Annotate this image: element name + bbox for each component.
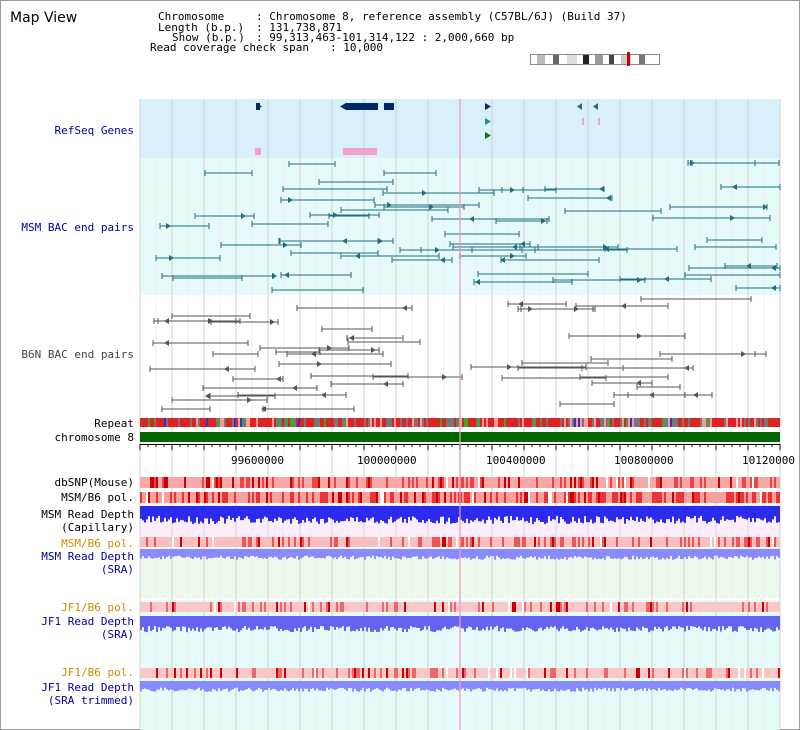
axis-tick-label: 100800000: [614, 454, 674, 467]
length-value: : 131,738,871: [256, 21, 343, 34]
chromosome-value: : Chromosome 8, reference assembly (C57B…: [256, 10, 627, 23]
track-label-jf1-read-depth-trim[interactable]: JF1 Read Depth: [41, 681, 134, 694]
track-label-msm-read-depth-sra[interactable]: MSM Read Depth: [41, 550, 134, 563]
axis-tick-label: 99600000: [231, 454, 284, 467]
msm-read-depth-capillary-bars: [140, 506, 142, 519]
page-title: Map View: [10, 10, 78, 26]
chromosome-ideogram[interactable]: [530, 52, 660, 66]
length-label: Length (b.p.): [158, 21, 245, 34]
chromosome-label: Chromosome: [158, 10, 225, 23]
show-label: Show (b.p.): [172, 31, 245, 44]
coverage-label: Read coverage check span: [150, 41, 309, 54]
msm-read-depth-sra-bars: [140, 549, 142, 559]
track-label-jf1-b6-pol-1[interactable]: JF1/B6 pol.: [61, 601, 134, 614]
track-label-dbsnp[interactable]: dbSNP(Mouse): [54, 476, 134, 489]
track-label-jf1-read-depth-sra[interactable]: JF1 Read Depth: [41, 615, 134, 628]
jf1-read-depth-trimmed-bars: [140, 681, 142, 692]
track-label-msm-bac[interactable]: MSM BAC end pairs: [21, 221, 134, 234]
track-label-msm-read-depth-cap[interactable]: MSM Read Depth: [41, 508, 134, 521]
axis-tick-label: 100400000: [486, 454, 546, 467]
track-label-repeat[interactable]: Repeat: [94, 417, 134, 430]
track-label-msm-b6-pol-1[interactable]: MSM/B6 pol.: [61, 491, 134, 504]
show-value: : 99,313,463-101,314,122 : 2,000,660 bp: [256, 31, 515, 44]
track-label-sra-2: (SRA): [100, 628, 134, 641]
track-label-jf1-b6-pol-2[interactable]: JF1/B6 pol.: [61, 666, 134, 679]
track-label-sra-1: (SRA): [100, 563, 134, 576]
track-label-capillary: (Capillary): [61, 521, 134, 534]
track-label-refseq[interactable]: RefSeq Genes: [54, 124, 134, 137]
track-label-chromosome[interactable]: chromosome 8: [54, 431, 134, 444]
position-highlight-line: [459, 99, 461, 730]
axis-tick-label: 100000000: [357, 454, 417, 467]
jf1-read-depth-sra-bars: [140, 616, 142, 631]
track-label-sra-trimmed: (SRA trimmed): [47, 694, 134, 707]
ideogram-position-marker: [627, 52, 630, 66]
track-label-b6n-bac[interactable]: B6N BAC end pairs: [21, 348, 134, 361]
coverage-value: : 10,000: [330, 41, 383, 54]
axis-tick-label: 10120000: [742, 454, 795, 467]
track-label-msm-b6-pol-2[interactable]: MSM/B6 pol.: [61, 537, 134, 550]
